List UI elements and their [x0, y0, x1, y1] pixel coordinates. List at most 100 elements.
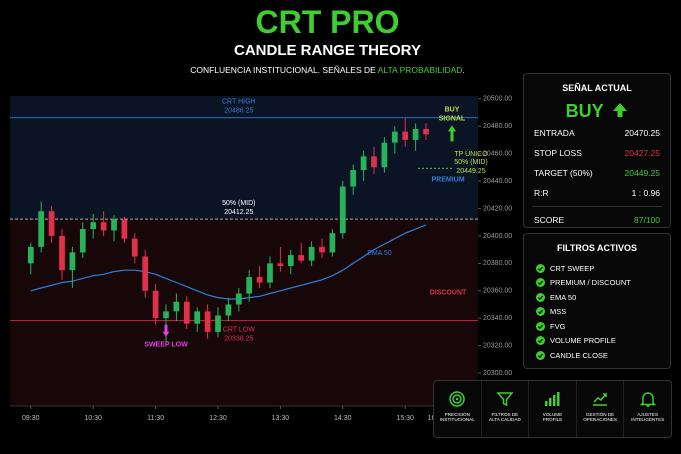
toolbar-button[interactable]: AJUSTES INTELIGENTES: [624, 381, 671, 437]
toolbar-button[interactable]: FILTROS DE ALTA CALIDAD: [482, 381, 530, 437]
filter-label: EMA 50: [550, 292, 577, 302]
candle-body: [69, 252, 76, 271]
filter-item: VOLUME PROFILE: [524, 334, 670, 349]
candle-body: [371, 156, 377, 168]
filter-label: FVG: [550, 321, 566, 331]
candle-body: [298, 255, 305, 261]
candle-body: [121, 219, 128, 239]
candle-body: [142, 256, 149, 291]
candle-body: [267, 263, 273, 283]
toolbar-button[interactable]: VOLUME PROFILE: [529, 381, 577, 437]
candle-body: [152, 290, 159, 319]
tagline: CONFLUENCIA INSTITUCIONAL. SEÑALES DE AL…: [0, 65, 655, 75]
level-label: 50% (MID): [222, 200, 255, 207]
y-tick-label: 20480.00: [483, 123, 512, 130]
y-tick-label: 20320.00: [483, 342, 512, 349]
filter-item: CANDLE CLOSE: [524, 348, 670, 363]
sweep-label: SWEEP LOW: [144, 341, 188, 348]
candle-body: [79, 229, 86, 253]
candle-body: [339, 186, 346, 234]
filter-label: CRT SWEEP: [550, 263, 595, 273]
toolbar-label: ALTA CALIDAD: [489, 417, 521, 422]
toolbar-label: AJUSTES: [637, 412, 659, 417]
row-label: STOP LOSS: [534, 148, 582, 158]
bell-icon: [639, 392, 656, 407]
filter-label: MSS: [550, 307, 567, 317]
filter-label: VOLUME PROFILE: [550, 336, 616, 346]
y-tick-label: 20440.00: [483, 178, 512, 185]
check-icon: [536, 321, 545, 331]
candle-body: [59, 235, 65, 271]
candle-body: [319, 246, 325, 253]
chart: CRT HIGH 20486.25 50% (MID) 20412.25 CRT LOW…: [10, 96, 512, 422]
candle-body: [329, 233, 336, 253]
ema-label: EMA 50: [367, 250, 392, 257]
target-icon: [449, 391, 466, 407]
x-tick-label: 12:30: [209, 415, 227, 422]
buy-arrow: [448, 125, 456, 142]
tp-value: 20449.25: [456, 168, 485, 175]
y-tick-label: 20400.00: [483, 233, 512, 240]
tagline-part: CONFLUENCIA INSTITUCIONAL. SEÑALES DE: [190, 65, 378, 75]
check-icon: [536, 263, 545, 273]
candle-body: [235, 293, 242, 305]
filter-item: EMA 50: [524, 290, 670, 305]
toolbar-label: VOLUME: [542, 412, 563, 417]
toolbar-label: OPERACIONES: [583, 417, 617, 422]
candle-body: [194, 311, 201, 324]
filter-list: CRT SWEEP PREMIUM / DISCOUNT EMA 50 MSS FVG V…: [524, 261, 670, 363]
row-value: 1 : 0.96: [631, 188, 660, 198]
panel-title: FILTROS ACTIVOS: [557, 243, 637, 253]
toolbar-label: PROFILE: [542, 417, 563, 422]
tp-label: TP ÚNICO: [454, 149, 488, 158]
level-label: CRT HIGH: [222, 98, 256, 105]
x-tick-label: 13:30: [272, 415, 290, 422]
candle-body: [360, 156, 367, 171]
toolbar-label: PRECISIÓN: [444, 412, 470, 417]
toolbar-label: INTELIGENTES: [631, 417, 665, 422]
filter-item: FVG: [524, 319, 670, 334]
toolbar: PRECISIÓN INSTITUCIONAL FILTROS DE ALTA CA…: [433, 380, 672, 438]
signal-row: STOP LOSS 20427.25: [524, 143, 670, 163]
level-value: 20486.25: [224, 107, 253, 114]
panel-title: SEÑAL ACTUAL: [562, 83, 632, 93]
y-tick-label: 20380.00: [483, 260, 512, 267]
toolbar-button[interactable]: PRECISIÓN INSTITUCIONAL: [434, 381, 482, 437]
filter-item: CRT SWEEP: [524, 261, 670, 276]
signal-row: SCORE 87/100: [524, 210, 670, 230]
premium-zone: [10, 96, 478, 220]
tp-label: 50% (MID): [454, 159, 487, 166]
row-label: R:R: [534, 188, 549, 198]
level-label: CRT LOW: [223, 326, 255, 333]
candle-body: [287, 255, 294, 267]
row-label: SCORE: [534, 215, 565, 225]
signal-row: TARGET (50%) 20449.25: [524, 163, 670, 183]
y-tick-label: 20340.00: [483, 315, 512, 322]
candle-body: [402, 131, 409, 140]
candle-body: [38, 211, 45, 247]
filter-label: PREMIUM / DISCOUNT: [550, 278, 631, 288]
candle-body: [131, 238, 138, 257]
premium-label: PREMIUM: [431, 176, 464, 183]
signal-row: R:R 1 : 0.96: [524, 183, 670, 203]
candle-body: [246, 277, 253, 294]
toolbar-label: INSTITUCIONAL: [439, 417, 475, 422]
candle-body: [204, 311, 211, 332]
toolbar-button[interactable]: GESTIÓN DE OPERACIONES: [577, 381, 625, 437]
candle-body: [90, 222, 97, 230]
check-icon: [536, 307, 545, 317]
candle-body: [100, 222, 107, 231]
bars-icon: [545, 392, 560, 406]
y-tick-label: 20300.00: [483, 370, 512, 377]
candle-body: [173, 301, 180, 312]
separator: [532, 206, 662, 207]
trend-icon: [593, 393, 608, 406]
discount-zone: [10, 219, 478, 406]
y-tick-label: 20500.00: [483, 96, 512, 103]
y-tick-label: 20460.00: [483, 150, 512, 157]
row-value: 20427.25: [624, 148, 660, 158]
row-value: 20449.25: [624, 168, 660, 178]
candle-body: [111, 219, 117, 231]
candle-body: [391, 131, 398, 143]
